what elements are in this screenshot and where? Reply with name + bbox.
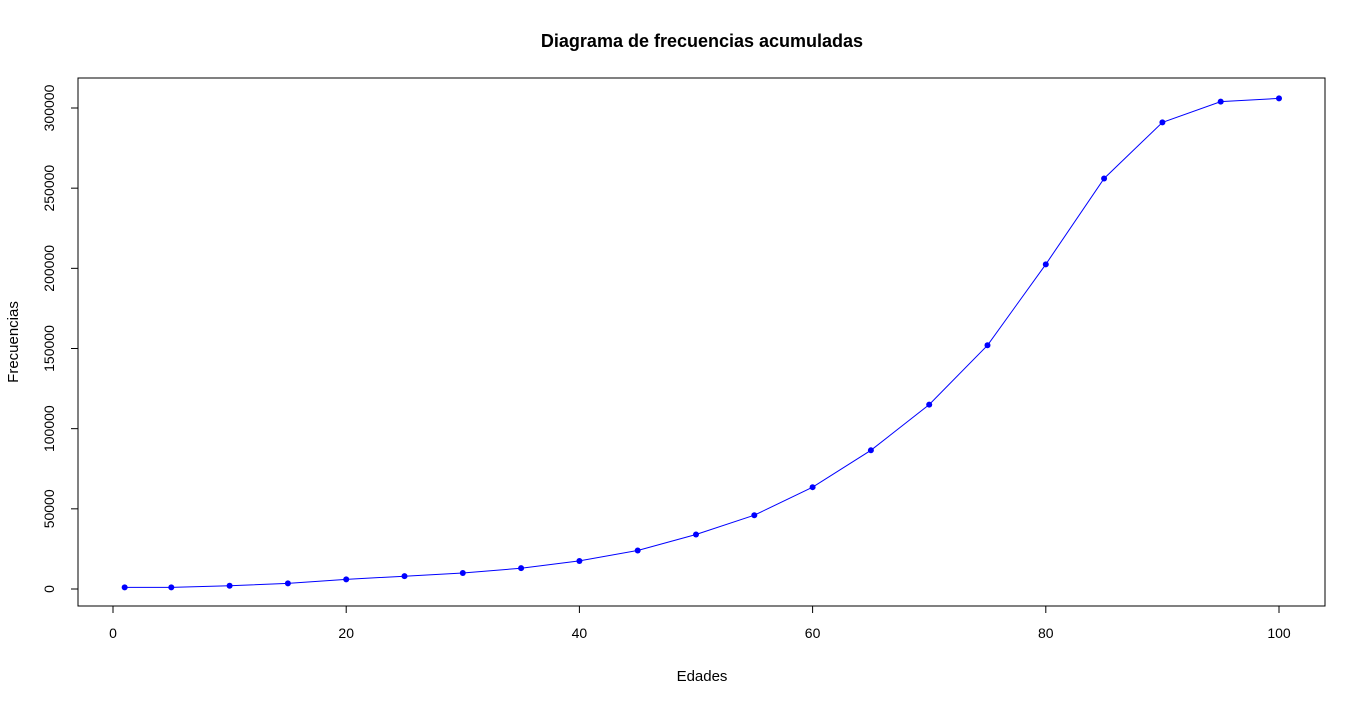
y-tick-label: 150000 (41, 325, 57, 372)
x-tick-label: 60 (805, 625, 821, 641)
data-point (1217, 98, 1224, 105)
data-point (634, 547, 641, 554)
y-tick-label: 100000 (41, 405, 57, 452)
data-point (693, 531, 699, 538)
y-axis-label: Frecuencias (5, 301, 22, 383)
data-point (226, 582, 233, 589)
data-point (867, 447, 874, 454)
data-point (1101, 175, 1108, 182)
x-axis: 0 20 40 60 80 100 (109, 605, 1291, 641)
data-point (1042, 261, 1049, 268)
data-point (459, 569, 466, 576)
x-tick-label: 40 (572, 625, 588, 641)
y-axis: 0 50000 100000 150000 200000 250000 300000 (41, 84, 79, 593)
data-point (168, 584, 175, 591)
y-tick-label: 300000 (41, 84, 57, 131)
y-tick-label: 50000 (41, 489, 57, 528)
x-tick-label: 0 (109, 625, 117, 641)
data-point (984, 342, 991, 349)
data-point (926, 401, 933, 408)
data-point (284, 580, 291, 587)
series-line (124, 97, 1280, 588)
y-tick-label: 0 (41, 585, 57, 593)
plot-frame (77, 77, 1326, 607)
data-point (576, 557, 583, 564)
y-tick-label: 250000 (41, 165, 57, 212)
data-point (809, 484, 816, 491)
data-point (343, 576, 350, 583)
x-axis-label: Edades (677, 668, 728, 685)
data-point (401, 573, 408, 580)
x-tick-label: 20 (338, 625, 354, 641)
chart-title: Diagrama de frecuencias acumuladas (541, 31, 863, 51)
data-point (1159, 119, 1166, 126)
x-tick-label: 100 (1267, 625, 1291, 641)
data-point (121, 584, 128, 591)
series-points (121, 95, 1282, 591)
x-tick-label: 80 (1038, 625, 1054, 641)
data-point (751, 512, 758, 519)
data-point (518, 565, 525, 572)
data-point (1276, 95, 1282, 102)
y-tick-label: 200000 (41, 245, 57, 292)
